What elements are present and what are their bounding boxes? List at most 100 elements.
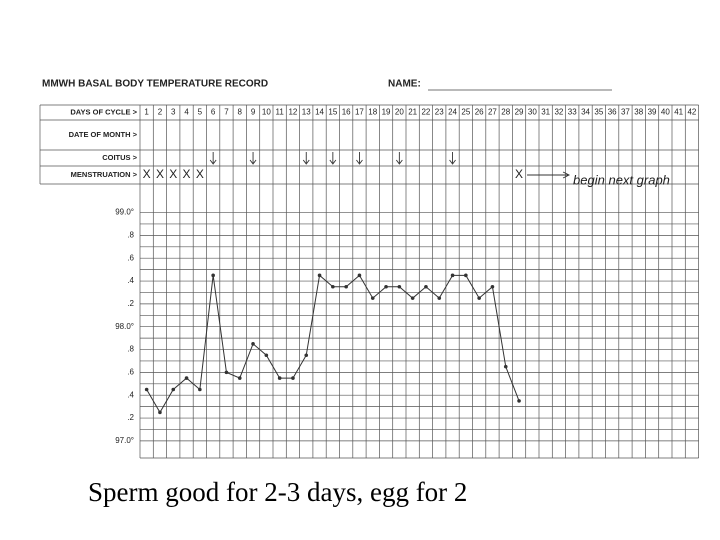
day-label: 5 [198, 108, 203, 117]
coitus-arrow [249, 152, 257, 165]
temperature-point [304, 353, 309, 358]
y-tick-label: .2 [127, 299, 134, 308]
row-label: COITUS > [102, 153, 137, 162]
day-label: 9 [251, 108, 256, 117]
day-label: 11 [275, 108, 284, 117]
day-label: 4 [184, 108, 189, 117]
temperature-point [211, 273, 215, 278]
day-label: 21 [408, 108, 417, 117]
day-label: 34 [581, 108, 590, 117]
day-label: 26 [475, 108, 484, 117]
day-label: 24 [448, 108, 457, 117]
day-label: 20 [395, 108, 404, 117]
day-label: 39 [648, 108, 657, 117]
day-label: 8 [238, 108, 243, 117]
day-label: 1 [144, 108, 149, 117]
y-tick-label: 97.0° [115, 436, 134, 445]
y-tick-label: .6 [127, 253, 134, 262]
temperature-point [450, 273, 455, 278]
temperature-point [144, 387, 149, 392]
y-tick-label: .6 [127, 367, 134, 376]
temperature-point [317, 273, 322, 278]
temperature-point [277, 376, 282, 380]
temperature-point [291, 376, 295, 380]
temperature-point [198, 387, 202, 392]
caption: Sperm good for 2-3 days, egg for 2 [88, 477, 467, 507]
temperature-point [477, 296, 481, 300]
coitus-arrow [449, 152, 456, 165]
day-label: 14 [315, 108, 324, 117]
day-label: 10 [262, 108, 271, 117]
day-label: 38 [634, 108, 643, 117]
temperature-point [184, 376, 189, 380]
menstruation-mark: X [143, 167, 151, 181]
row-label: DAYS OF CYCLE > [70, 107, 137, 116]
y-tick-label: .4 [127, 276, 134, 285]
temperature-point [424, 284, 428, 289]
day-label: 6 [211, 108, 216, 117]
temperature-point [344, 284, 348, 289]
y-tick-label: 99.0° [115, 208, 134, 217]
day-label: 41 [674, 108, 683, 117]
day-label: 3 [171, 108, 176, 117]
temperature-point [264, 353, 269, 358]
day-label: 22 [421, 108, 430, 117]
temperature-line [146, 274, 520, 414]
day-label: 12 [288, 108, 297, 117]
row-label: MENSTRUATION > [71, 170, 138, 179]
menstruation-mark: X [183, 167, 191, 181]
day-label: 7 [224, 108, 229, 117]
y-tick-label: 98.0° [115, 322, 134, 331]
name-label: NAME: [388, 79, 421, 90]
day-label: 25 [461, 108, 470, 117]
temperature-point [397, 284, 402, 289]
coitus-arrow [209, 152, 217, 165]
temperature-point [251, 342, 255, 346]
day-label: 30 [528, 108, 537, 117]
day-label: 40 [661, 108, 670, 117]
day-label: 28 [501, 108, 510, 117]
y-tick-label: .4 [127, 390, 134, 399]
temperature-point [370, 296, 375, 300]
day-label: 29 [515, 108, 524, 117]
y-tick-label: .8 [127, 345, 134, 354]
form-title: MMWH BASAL BODY TEMPERATURE RECORD [42, 79, 268, 90]
day-label: 36 [608, 108, 617, 117]
day-label: 16 [342, 108, 351, 117]
day-label: 18 [368, 108, 377, 117]
temperature-point [331, 284, 335, 289]
temperature-point [503, 364, 508, 369]
day-label: 13 [302, 108, 311, 117]
menstruation-mark: X [196, 167, 204, 181]
coitus-arrow [302, 152, 310, 165]
temperature-point [357, 273, 362, 278]
day-label: 19 [382, 108, 391, 117]
day-label: 15 [328, 108, 337, 117]
day-label: 23 [435, 108, 444, 117]
temperature-point [437, 296, 442, 300]
day-label: 32 [554, 108, 563, 117]
temperature-point [410, 296, 415, 300]
temperature-point [237, 376, 242, 380]
day-label: 35 [594, 108, 603, 117]
day-label: 2 [158, 108, 163, 117]
day-label: 42 [687, 108, 696, 117]
y-tick-label: .2 [127, 413, 134, 422]
y-tick-label: .8 [127, 230, 134, 239]
coitus-arrow [329, 152, 337, 165]
menstruation-mark: X [515, 167, 523, 181]
day-label: 37 [621, 108, 630, 117]
temperature-point [490, 284, 495, 289]
annotation: begin next graph [573, 172, 670, 187]
annotation-arrow [527, 171, 571, 179]
row-label: DATE OF MONTH > [69, 130, 138, 139]
day-label: 17 [355, 108, 364, 117]
temperature-point [384, 284, 388, 289]
menstruation-mark: X [169, 167, 177, 181]
coitus-arrow [395, 152, 403, 165]
day-label: 27 [488, 108, 497, 117]
temperature-point [171, 387, 176, 392]
temperature-point [517, 399, 521, 403]
day-label: 31 [541, 108, 550, 117]
